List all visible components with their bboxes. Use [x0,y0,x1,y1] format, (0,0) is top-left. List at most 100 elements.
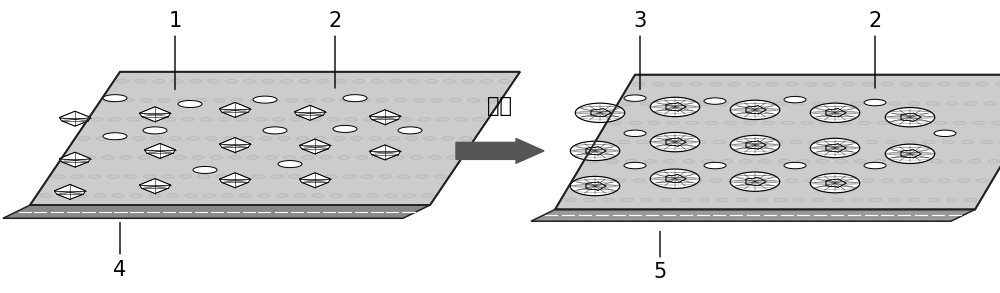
Circle shape [104,98,116,102]
Circle shape [247,156,259,159]
Circle shape [782,121,794,125]
Circle shape [873,160,885,163]
Circle shape [198,175,210,178]
Circle shape [965,198,977,202]
Circle shape [740,160,752,163]
Circle shape [349,194,361,197]
Circle shape [403,194,415,197]
Circle shape [58,194,70,197]
Circle shape [416,175,428,178]
Circle shape [345,117,357,121]
Circle shape [193,166,217,173]
Circle shape [52,175,64,178]
Circle shape [289,175,301,178]
Circle shape [721,160,733,163]
Circle shape [633,83,645,86]
Circle shape [755,102,767,105]
Circle shape [317,79,329,83]
Circle shape [789,140,801,144]
Circle shape [686,121,698,125]
Circle shape [249,98,261,102]
Circle shape [343,175,355,178]
Circle shape [460,137,472,140]
Circle shape [766,83,778,86]
Circle shape [667,121,679,125]
Circle shape [927,198,939,202]
Circle shape [725,121,737,125]
Circle shape [957,83,969,86]
Circle shape [178,100,202,108]
Circle shape [824,179,836,182]
Circle shape [467,98,479,102]
Ellipse shape [810,103,860,122]
Circle shape [361,175,373,178]
Circle shape [195,98,207,102]
Circle shape [91,117,103,121]
Circle shape [954,121,966,125]
Polygon shape [555,75,1000,209]
Circle shape [759,160,771,163]
Circle shape [387,137,399,140]
Circle shape [602,198,614,202]
Circle shape [221,194,233,197]
Polygon shape [219,138,251,153]
Circle shape [915,121,927,125]
Circle shape [280,79,292,83]
Ellipse shape [730,172,780,191]
Circle shape [393,156,405,159]
Text: 2: 2 [868,11,882,88]
Circle shape [694,140,706,144]
Circle shape [322,98,334,102]
Circle shape [847,140,859,144]
Circle shape [751,140,763,144]
Circle shape [595,179,607,182]
Circle shape [377,98,389,102]
Circle shape [343,95,367,102]
Circle shape [462,79,474,83]
Circle shape [314,137,326,140]
Circle shape [156,156,168,159]
Circle shape [942,140,954,144]
Text: 1: 1 [168,11,182,90]
Circle shape [229,156,241,159]
Ellipse shape [570,176,620,196]
Circle shape [358,98,370,102]
Circle shape [698,198,710,202]
Circle shape [748,179,760,182]
Circle shape [705,121,717,125]
Circle shape [133,137,145,140]
Circle shape [988,160,1000,163]
Circle shape [307,175,319,178]
Circle shape [564,198,576,202]
Circle shape [881,83,893,86]
Circle shape [226,79,238,83]
Circle shape [812,102,824,105]
Circle shape [835,160,847,163]
Circle shape [164,117,176,121]
Circle shape [333,137,345,140]
Circle shape [660,102,672,105]
Circle shape [76,194,88,197]
Circle shape [935,121,947,125]
Circle shape [122,98,134,102]
Circle shape [767,179,779,182]
Circle shape [786,179,798,182]
Circle shape [449,98,461,102]
Ellipse shape [650,132,700,152]
Circle shape [805,179,817,182]
Circle shape [244,79,256,83]
Circle shape [216,175,228,178]
Circle shape [793,102,805,105]
Circle shape [652,179,664,182]
Circle shape [774,198,786,202]
Circle shape [633,179,645,182]
Circle shape [312,194,324,197]
Circle shape [263,127,287,134]
Circle shape [786,83,798,86]
Circle shape [812,198,824,202]
Circle shape [824,83,836,86]
Circle shape [267,98,279,102]
Circle shape [369,137,381,140]
Circle shape [171,79,183,83]
Circle shape [320,156,332,159]
